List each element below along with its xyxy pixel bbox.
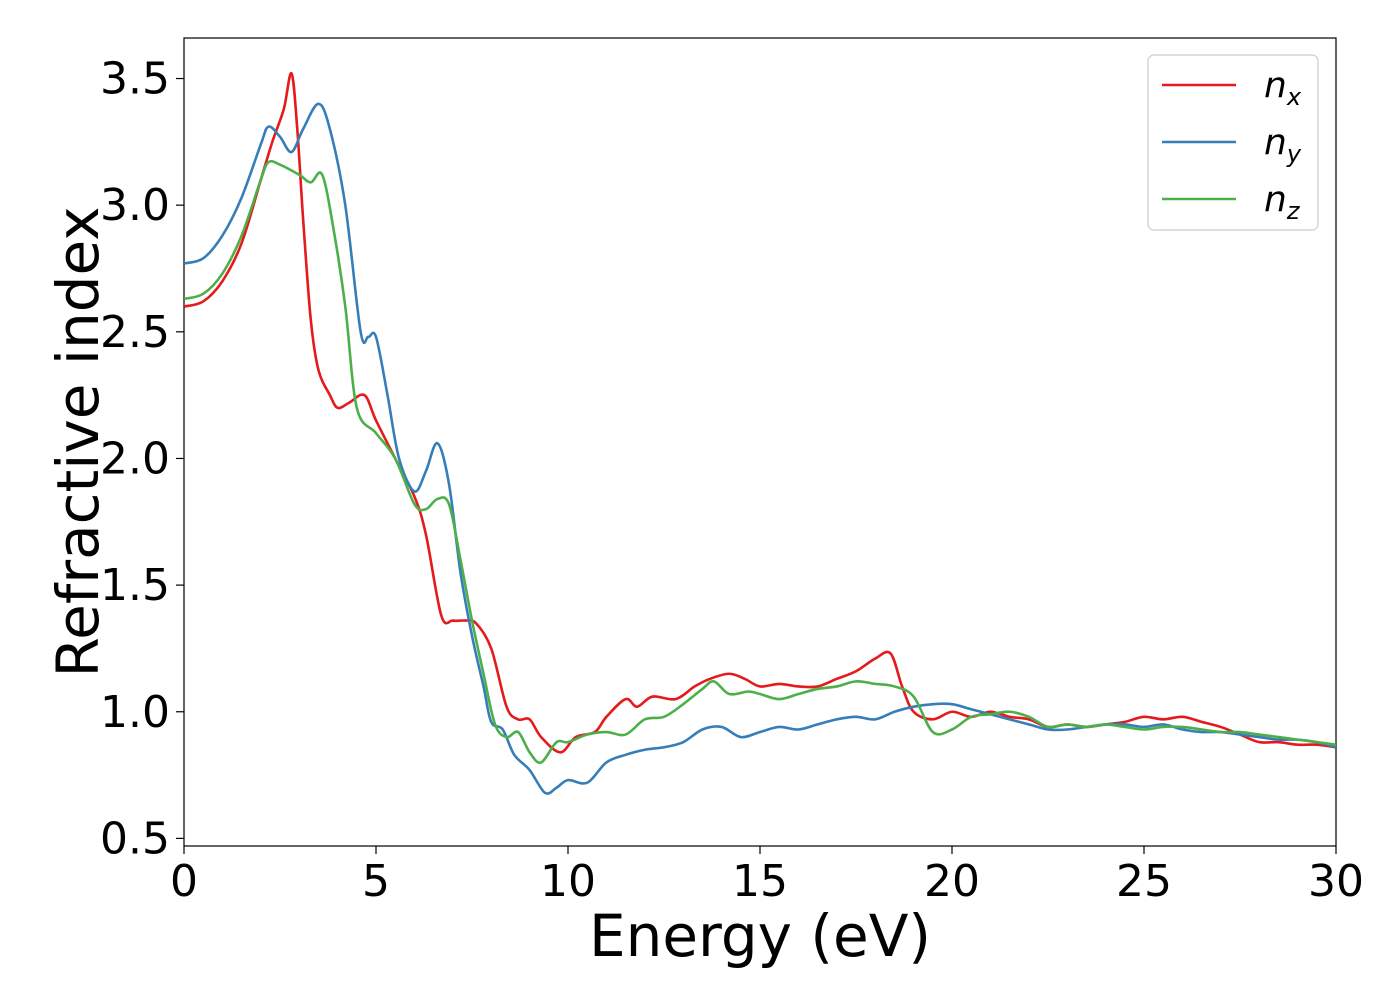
legend-label-n-x: nx xyxy=(1264,65,1302,111)
y-tick-label: 1.0 xyxy=(100,687,170,738)
y-tick-label: 1.5 xyxy=(100,560,170,611)
x-tick-label: 20 xyxy=(924,856,980,907)
x-tick-label: 0 xyxy=(170,856,198,907)
y-tick-label: 0.5 xyxy=(100,813,170,864)
series-line-n-z xyxy=(184,159,1336,764)
legend-label-n-z: nz xyxy=(1264,179,1301,225)
y-tick-label: 3.5 xyxy=(100,54,170,105)
y-tick-label: 3.0 xyxy=(100,180,170,231)
y-tick-label: 2.0 xyxy=(100,433,170,484)
x-axis-label: Energy (eV) xyxy=(589,902,931,970)
plot-area xyxy=(183,37,1337,847)
x-tick-label: 5 xyxy=(362,856,390,907)
y-tick-label: 2.5 xyxy=(100,307,170,358)
x-tick-label: 15 xyxy=(732,856,788,907)
legend: nx ny nz xyxy=(1147,54,1319,231)
x-tick-label: 30 xyxy=(1308,856,1364,907)
x-axis: 0 5 10 15 20 25 30 xyxy=(170,846,1364,907)
legend-label-n-y: ny xyxy=(1264,122,1302,168)
y-axis: 0.5 1.0 1.5 2.0 2.5 3.0 3.5 xyxy=(100,54,184,864)
y-axis-label: Refractive index xyxy=(44,206,112,677)
x-tick-label: 25 xyxy=(1116,856,1172,907)
x-tick-label: 10 xyxy=(540,856,596,907)
series-layer xyxy=(184,72,1336,795)
